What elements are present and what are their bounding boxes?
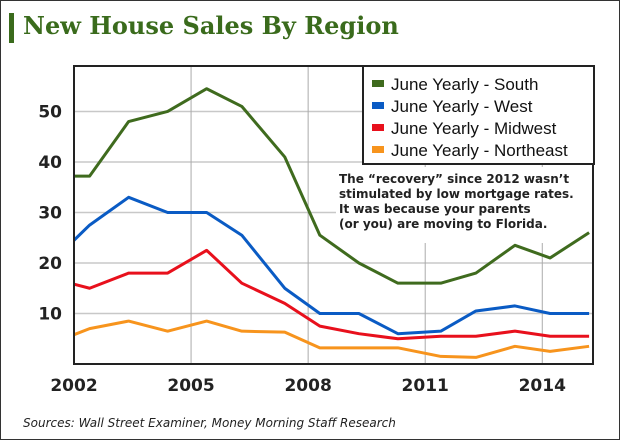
x-tick-label: 2002 [50,376,97,396]
y-tick-label: 30 [38,203,62,223]
y-tick-label: 20 [38,254,62,274]
legend-swatch [372,124,384,131]
legend-swatch [372,80,384,87]
annotation-text: stimulated by low mortgage rates. [339,187,574,201]
title-accent-bar [9,13,14,43]
source-note: Sources: Wall Street Examiner, Money Mor… [23,416,396,430]
series-line-midwest [73,248,590,341]
legend-box [362,65,595,165]
y-tick-label: 50 [38,102,62,122]
annotation-background [336,167,594,243]
legend-swatch [372,146,384,153]
annotation-text: The “recovery” since 2012 wasn’t [339,172,569,186]
legend-label: June Yearly - Midwest [391,119,557,138]
series-line-west [72,195,590,336]
annotation-text: It was because your parents [339,202,531,216]
x-tick-label: 2005 [167,376,214,396]
chart-title: New House Sales By Region [23,11,399,40]
legend-label: June Yearly - West [391,97,533,116]
x-tick-label: 2008 [284,376,331,396]
legend-swatch [372,102,384,109]
x-tick-label: 2014 [519,376,566,396]
series-line-south [74,87,590,285]
y-tick-label: 40 [38,153,62,173]
plot-frame [73,65,594,365]
x-tick-label: 2011 [402,376,449,396]
annotation-text: (or you) are moving to Florida. [339,217,547,231]
series-line-northeast [73,319,590,359]
legend-label: June Yearly - Northeast [391,141,568,160]
legend-label: June Yearly - South [391,75,538,94]
y-tick-label: 10 [38,304,62,324]
